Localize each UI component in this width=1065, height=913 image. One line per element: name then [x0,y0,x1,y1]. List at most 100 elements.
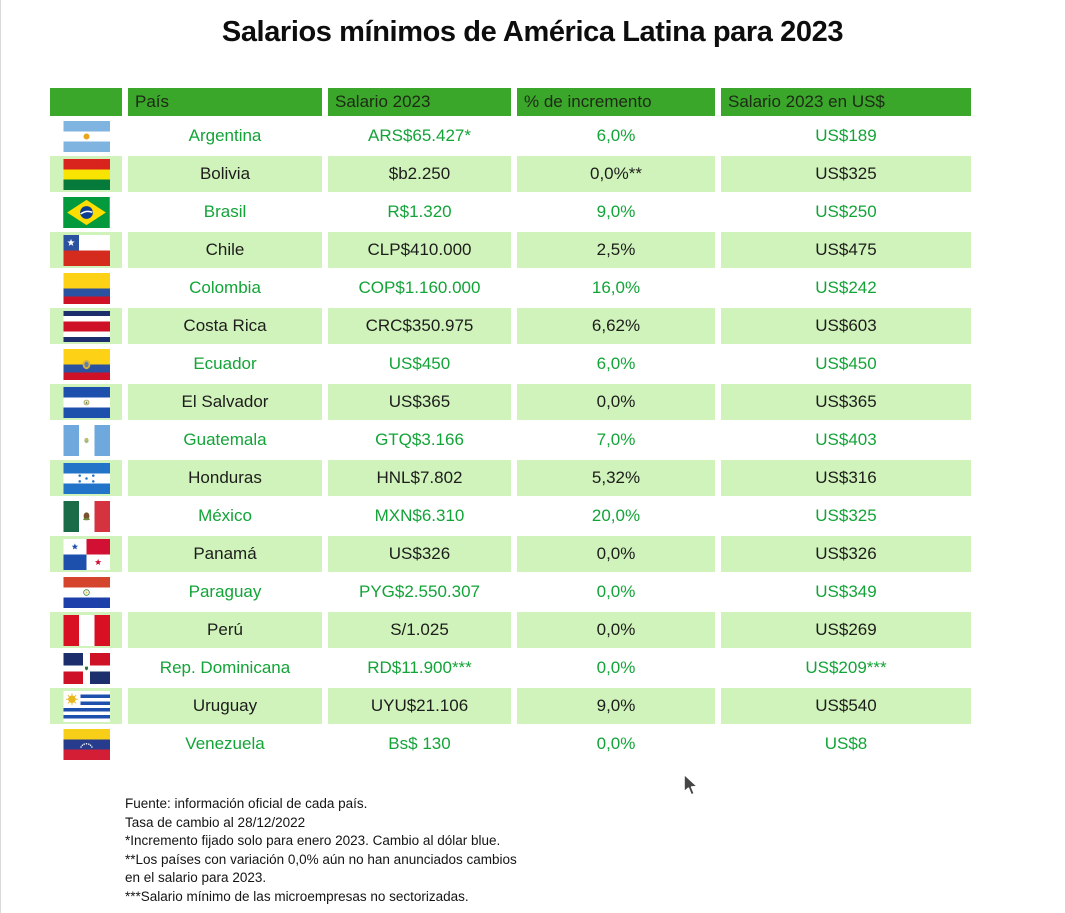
salary-cell: UYU$21.106 [328,688,511,724]
el-salvador-flag-icon [62,386,110,418]
country-cell: Rep. Dominicana [128,650,322,686]
salary-cell: Bs$ 130 [328,726,511,762]
salary-cell: CRC$350.975 [328,308,511,344]
salary-cell: RD$11.900*** [328,650,511,686]
paraguay-flag-icon [62,576,110,608]
salary-usd-cell: US$8 [721,726,971,762]
footnote-source: Fuente: información oficial de cada país… [125,796,368,811]
increment-cell: 20,0% [517,498,715,534]
increment-cell: 0,0% [517,650,715,686]
salary-usd-cell: US$326 [721,536,971,572]
salary-usd-cell: US$403 [721,422,971,458]
mexico-flag-icon [62,500,110,532]
country-cell: Colombia [128,270,322,306]
chile-flag-icon [62,234,110,266]
flag-cell [50,688,122,724]
increment-cell: 9,0% [517,194,715,230]
salary-cell: CLP$410.000 [328,232,511,268]
increment-cell: 7,0% [517,422,715,458]
salary-usd-cell: US$325 [721,156,971,192]
country-cell: Uruguay [128,688,322,724]
salary-usd-cell: US$269 [721,612,971,648]
header-flag-cell [50,88,122,116]
increment-cell: 6,0% [517,118,715,154]
costa-rica-flag-icon [62,310,110,342]
increment-cell: 6,0% [517,346,715,382]
header-pais: País [128,88,322,116]
ecuador-flag-icon [62,348,110,380]
header-salario: Salario 2023 [328,88,511,116]
flag-cell [50,232,122,268]
flag-cell [50,726,122,762]
brasil-flag-icon [62,196,110,228]
salary-cell: COP$1.160.000 [328,270,511,306]
salary-usd-cell: US$250 [721,194,971,230]
footnote-asterisk-1: *Incremento fijado solo para enero 2023.… [125,833,501,849]
country-cell: Guatemala [128,422,322,458]
salary-cell: GTQ$3.166 [328,422,511,458]
country-cell: Costa Rica [128,308,322,344]
salary-usd-cell: US$365 [721,384,971,420]
argentina-flag-icon [62,120,110,152]
salary-cell: ARS$65.427* [328,118,511,154]
salary-cell: S/1.025 [328,612,511,648]
salary-cell: US$326 [328,536,511,572]
salary-usd-cell: US$603 [721,308,971,344]
increment-cell: 9,0% [517,688,715,724]
country-cell: Perú [128,612,322,648]
footnote-asterisk-2-cont: en el salario para 2023. [125,870,267,886]
country-cell: Chile [128,232,322,268]
increment-cell: 0,0% [517,574,715,610]
flag-cell [50,156,122,192]
salary-usd-cell: US$475 [721,232,971,268]
flag-cell [50,460,122,496]
uruguay-flag-icon [62,690,110,722]
increment-cell: 0,0% [517,536,715,572]
country-cell: Ecuador [128,346,322,382]
salary-cell: R$1.320 [328,194,511,230]
salary-usd-cell: US$540 [721,688,971,724]
increment-cell: 5,32% [517,460,715,496]
salary-cell: US$450 [328,346,511,382]
flag-cell [50,308,122,344]
increment-cell: 0,0% [517,726,715,762]
colombia-flag-icon [62,272,110,304]
footnotes: Fuente: información oficial de cada país… [125,795,517,907]
venezuela-flag-icon [62,728,110,760]
country-cell: Venezuela [128,726,322,762]
salary-usd-cell: US$316 [721,460,971,496]
salary-cell: MXN$6.310 [328,498,511,534]
header-incremento: % de incremento [517,88,715,116]
increment-cell: 0,0%** [517,156,715,192]
country-cell: Bolivia [128,156,322,192]
flag-cell [50,346,122,382]
rep-dominicana-flag-icon [62,652,110,684]
honduras-flag-icon [62,462,110,494]
flag-cell [50,270,122,306]
country-cell: El Salvador [128,384,322,420]
flag-cell [50,118,122,154]
salary-cell: US$365 [328,384,511,420]
footnote-asterisk-2: **Los países con variación 0,0% aún no h… [125,851,517,867]
flag-cell [50,650,122,686]
flag-cell [50,536,122,572]
increment-cell: 0,0% [517,612,715,648]
increment-cell: 2,5% [517,232,715,268]
salary-table: País Salario 2023 % de incremento Salari… [50,88,971,762]
salary-usd-cell: US$325 [721,498,971,534]
salary-usd-cell: US$242 [721,270,971,306]
page-title: Salarios mínimos de América Latina para … [221,16,844,48]
country-cell: Honduras [128,460,322,496]
header-salario-usd: Salario 2023 en US$ [721,88,971,116]
salary-cell: PYG$2.550.307 [328,574,511,610]
salary-cell: HNL$7.802 [328,460,511,496]
increment-cell: 0,0% [517,384,715,420]
increment-cell: 16,0% [517,270,715,306]
salary-cell: $b2.250 [328,156,511,192]
increment-cell: 6,62% [517,308,715,344]
flag-cell [50,422,122,458]
salary-usd-cell: US$349 [721,574,971,610]
country-cell: México [128,498,322,534]
peru-flag-icon [62,614,110,646]
flag-cell [50,384,122,420]
